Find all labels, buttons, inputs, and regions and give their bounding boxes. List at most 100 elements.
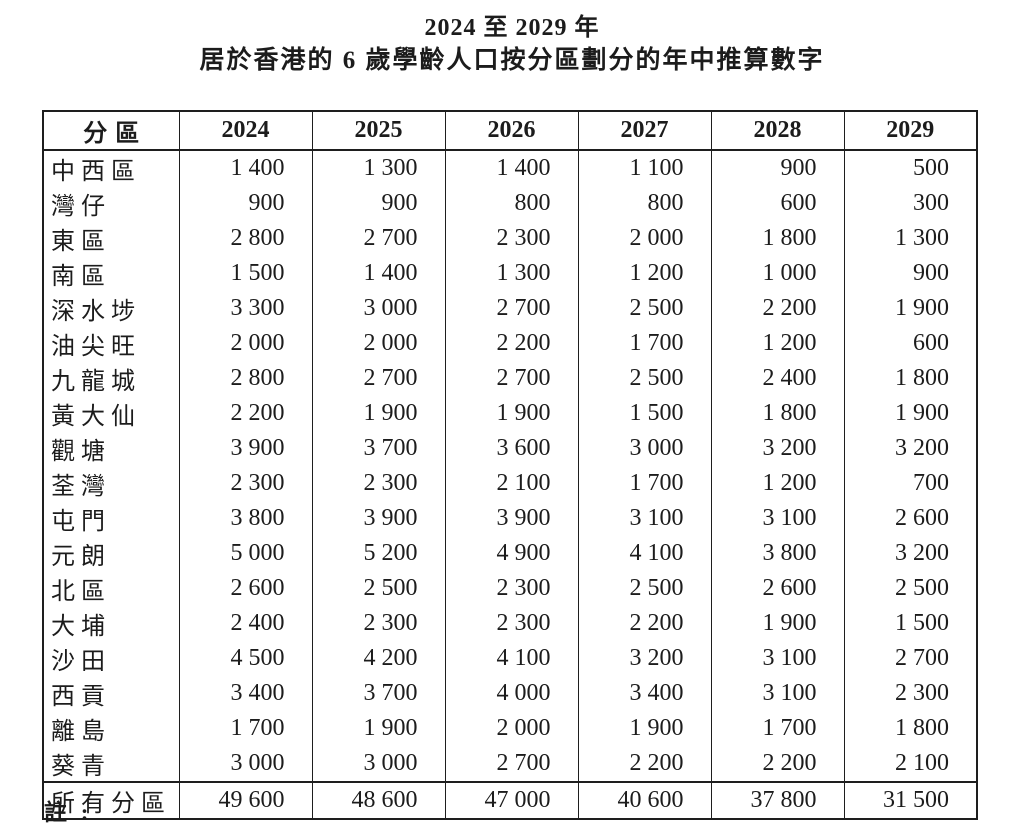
population-value-cell: 2 700 — [311, 361, 445, 396]
population-value-cell: 2 000 — [444, 711, 578, 746]
population-value-cell: 2 200 — [577, 606, 711, 641]
population-value-cell: 5 200 — [311, 536, 445, 571]
district-row: 元朗 5 000 5 200 4 900 4 100 3 800 3 200 — [43, 536, 977, 571]
population-value-cell: 3 000 — [178, 746, 312, 782]
population-value-cell: 1 100 — [577, 150, 711, 186]
population-value-cell: 2 100 — [843, 746, 977, 782]
population-value-cell: 1 900 — [444, 396, 578, 431]
population-value-cell: 2 200 — [577, 746, 711, 782]
population-value-cell: 2 200 — [710, 746, 844, 782]
population-value-cell: 2 300 — [311, 606, 445, 641]
population-value-cell: 2 300 — [843, 676, 977, 711]
total-row: 所有分區 49 600 48 600 47 000 40 600 37 800 … — [43, 781, 977, 819]
population-value-cell: 2 600 — [178, 571, 312, 606]
population-value-cell: 900 — [178, 186, 312, 221]
population-value-cell: 1 900 — [311, 396, 445, 431]
district-name-cell: 荃灣 — [51, 474, 111, 500]
population-value-cell: 2 000 — [311, 326, 445, 361]
population-value-cell: 3 100 — [710, 676, 844, 711]
column-header-2025: 2025 — [311, 111, 445, 151]
population-value-cell: 3 900 — [311, 501, 445, 536]
district-row: 灣仔 900 900 800 800 600 300 — [43, 186, 977, 221]
population-value-cell: 700 — [843, 466, 977, 501]
population-value-cell: 800 — [444, 186, 578, 221]
district-name-cell: 深水埗 — [51, 299, 141, 325]
population-value-cell: 3 000 — [311, 291, 445, 326]
population-value-cell: 3 400 — [577, 676, 711, 711]
population-value-cell: 1 900 — [843, 291, 977, 326]
population-value-cell: 2 200 — [178, 396, 312, 431]
district-row: 離島 1 700 1 900 2 000 1 900 1 700 1 800 — [43, 711, 977, 746]
population-value-cell: 1 900 — [311, 711, 445, 746]
population-table: 分區 2024 2025 2026 2027 2028 2029 中西區 1 40… — [42, 110, 978, 820]
population-value-cell: 800 — [577, 186, 711, 221]
population-value-cell: 900 — [311, 186, 445, 221]
district-row: 沙田 4 500 4 200 4 100 3 200 3 100 2 700 — [43, 641, 977, 676]
population-value-cell: 3 400 — [178, 676, 312, 711]
column-header-district: 分區 — [43, 111, 179, 151]
population-value-cell: 3 200 — [843, 536, 977, 571]
population-value-cell: 2 700 — [843, 641, 977, 676]
population-table-container: 分區 2024 2025 2026 2027 2028 2029 中西區 1 40… — [42, 110, 978, 820]
district-row: 大埔 2 400 2 300 2 300 2 200 1 900 1 500 — [43, 606, 977, 641]
population-value-cell: 1 700 — [710, 711, 844, 746]
population-value-cell: 2 500 — [577, 571, 711, 606]
population-value-cell: 1 700 — [577, 326, 711, 361]
population-value-cell: 1 200 — [710, 326, 844, 361]
population-value-cell: 2 300 — [311, 466, 445, 501]
population-value-cell: 2 300 — [444, 571, 578, 606]
population-value-cell: 2 600 — [710, 571, 844, 606]
population-value-cell: 300 — [843, 186, 977, 221]
population-value-cell: 1 000 — [710, 256, 844, 291]
population-value-cell: 3 700 — [311, 676, 445, 711]
population-value-cell: 4 500 — [178, 641, 312, 676]
population-value-cell: 4 100 — [444, 641, 578, 676]
population-value-cell: 4 900 — [444, 536, 578, 571]
district-name-cell: 中西區 — [51, 159, 141, 185]
population-value-cell: 5 000 — [178, 536, 312, 571]
population-value-cell: 2 100 — [444, 466, 578, 501]
population-value-cell: 3 200 — [843, 431, 977, 466]
district-name-cell: 元朗 — [51, 544, 111, 570]
population-value-cell: 1 800 — [710, 221, 844, 256]
district-row: 東區 2 800 2 700 2 300 2 000 1 800 1 300 — [43, 221, 977, 256]
population-value-cell: 2 200 — [444, 326, 578, 361]
district-name-cell: 離島 — [51, 719, 111, 745]
column-header-2026: 2026 — [444, 111, 578, 151]
district-name-cell: 灣仔 — [51, 194, 111, 220]
district-name-cell: 屯門 — [51, 509, 111, 535]
population-value-cell: 1 500 — [178, 256, 312, 291]
total-value-2026: 47 000 — [444, 781, 578, 819]
population-value-cell: 1 300 — [444, 256, 578, 291]
column-header-2024: 2024 — [178, 111, 312, 151]
total-value-2024: 49 600 — [178, 781, 312, 819]
population-value-cell: 1 400 — [178, 150, 312, 186]
header-row: 分區 2024 2025 2026 2027 2028 2029 — [43, 111, 977, 151]
population-value-cell: 1 700 — [577, 466, 711, 501]
population-value-cell: 3 800 — [710, 536, 844, 571]
district-row: 南區 1 500 1 400 1 300 1 200 1 000 900 — [43, 256, 977, 291]
population-value-cell: 900 — [843, 256, 977, 291]
population-value-cell: 2 300 — [444, 221, 578, 256]
population-value-cell: 3 600 — [444, 431, 578, 466]
column-header-2029: 2029 — [843, 111, 977, 151]
population-value-cell: 1 300 — [843, 221, 977, 256]
population-value-cell: 2 000 — [577, 221, 711, 256]
population-value-cell: 1 900 — [577, 711, 711, 746]
population-value-cell: 2 500 — [843, 571, 977, 606]
population-value-cell: 1 800 — [710, 396, 844, 431]
district-row: 荃灣 2 300 2 300 2 100 1 700 1 200 700 — [43, 466, 977, 501]
district-name-cell: 東區 — [51, 229, 111, 255]
district-row: 屯門 3 800 3 900 3 900 3 100 3 100 2 600 — [43, 501, 977, 536]
population-value-cell: 3 900 — [178, 431, 312, 466]
population-value-cell: 1 400 — [444, 150, 578, 186]
district-row: 葵青 3 000 3 000 2 700 2 200 2 200 2 100 — [43, 746, 977, 782]
population-value-cell: 3 200 — [710, 431, 844, 466]
population-value-cell: 4 200 — [311, 641, 445, 676]
district-name-cell: 沙田 — [51, 649, 111, 675]
population-value-cell: 3 700 — [311, 431, 445, 466]
population-value-cell: 3 800 — [178, 501, 312, 536]
population-value-cell: 3 300 — [178, 291, 312, 326]
population-value-cell: 2 200 — [710, 291, 844, 326]
district-name-cell: 黃大仙 — [51, 404, 141, 430]
